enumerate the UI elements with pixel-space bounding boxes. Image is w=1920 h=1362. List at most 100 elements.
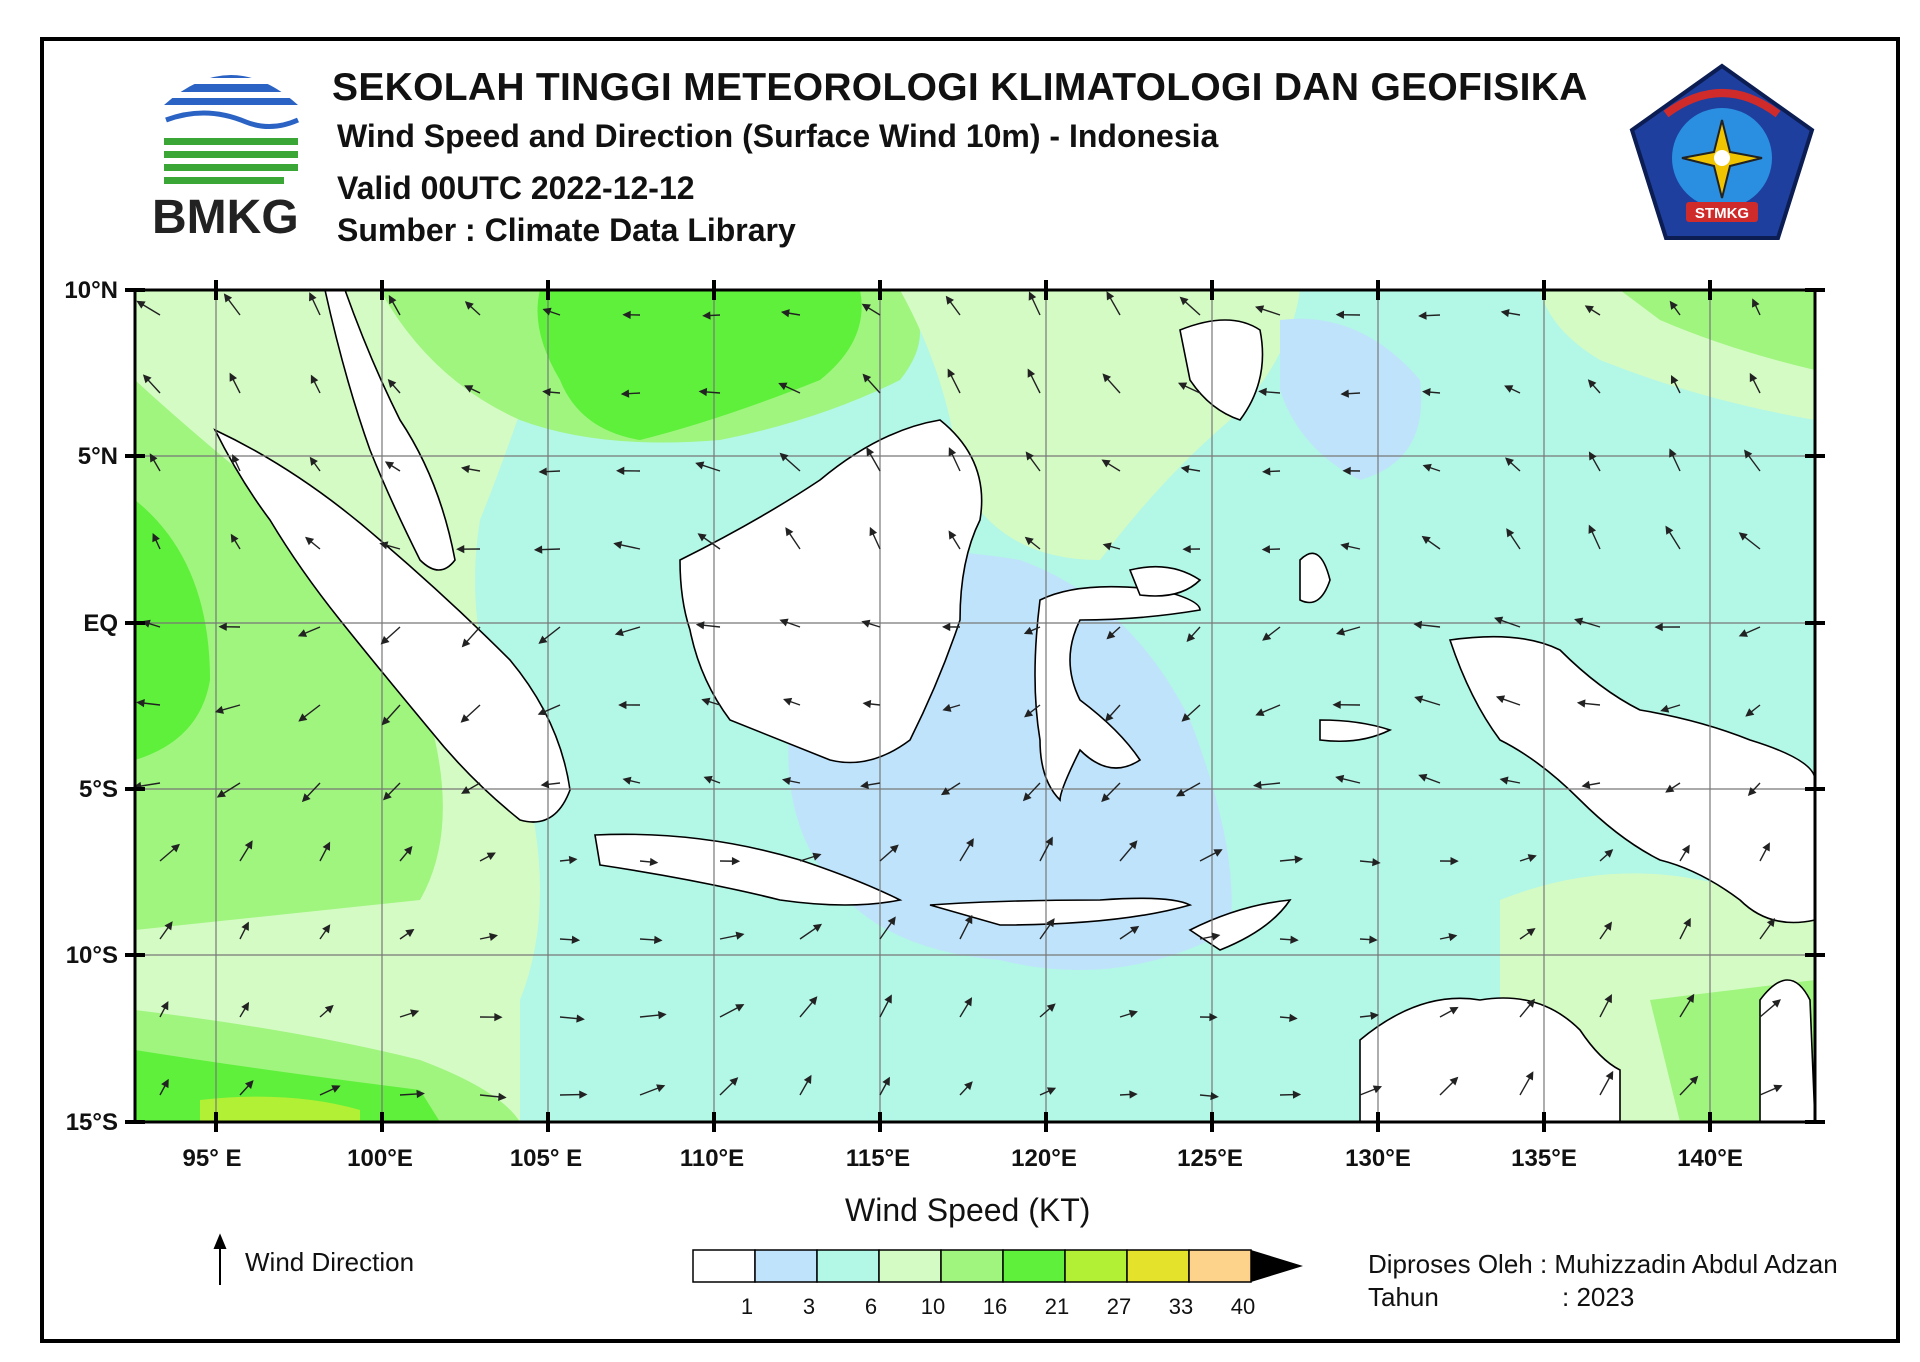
wind-arrow-head — [1587, 379, 1597, 389]
wind-arrow-head — [405, 928, 415, 938]
wind-arrow-head — [416, 1089, 425, 1099]
wind-arrow-head — [136, 300, 146, 309]
wind-arrow-head — [324, 1004, 334, 1014]
wind-arrow-head — [1505, 457, 1514, 467]
wind-arrow-head — [703, 775, 713, 784]
institution-title: SEKOLAH TINGGI METEOROLOGI KLIMATOLOGI D… — [332, 66, 1588, 109]
wind-arrow-head — [966, 838, 974, 848]
wind-arrow-head — [1418, 311, 1427, 320]
wind-arrow-head — [1604, 849, 1614, 858]
colorbar-tick-label: 21 — [1045, 1294, 1069, 1319]
wind-arrow-head — [1106, 630, 1116, 640]
wind-arrow-head — [1686, 993, 1695, 1003]
wind-arrow-head — [214, 705, 224, 714]
wind-arrow-head — [1413, 620, 1423, 630]
wind-arrow-head — [1179, 296, 1189, 306]
year-value: : 2023 — [1562, 1282, 1635, 1312]
wind-arrow-head — [538, 467, 547, 476]
wind-arrow-head — [1342, 466, 1351, 475]
wind-arrow-head — [241, 1001, 250, 1012]
wind-arrow-head — [964, 1081, 973, 1091]
map-subtitle: Wind Speed and Direction (Surface Wind 1… — [337, 118, 1219, 154]
wind-arrow-head — [383, 791, 392, 801]
wind-arrow-head — [1762, 842, 1770, 852]
year-label: Tahun — [1368, 1282, 1439, 1312]
wind-arrow-head — [388, 295, 397, 305]
wind-arrow-head — [229, 372, 238, 382]
map-border — [133, 288, 1817, 1124]
wind-arrow-head — [1102, 542, 1112, 551]
wind-arrow-head — [387, 379, 397, 388]
wind-arrow-head — [1418, 773, 1428, 782]
wind-arrow-head — [942, 703, 952, 712]
wind-arrow-head — [1130, 925, 1140, 934]
wind-arrow-head — [1180, 465, 1190, 474]
wind-arrow-head — [489, 932, 498, 942]
wind-arrow-head — [1654, 622, 1663, 632]
wind-arrow-head — [622, 776, 632, 785]
wind-arrow-head — [783, 697, 793, 706]
wind-arrow-head — [404, 845, 413, 855]
wind-arrow-head — [164, 921, 173, 931]
colorbar-tick-label: 27 — [1107, 1294, 1131, 1319]
wind-arrow-head — [230, 533, 239, 543]
wind-arrow-head — [1766, 917, 1776, 928]
wind-arrow-head — [1332, 700, 1341, 709]
wind-arrow-head — [658, 1010, 667, 1020]
wind-arrow-head — [1255, 305, 1265, 314]
wind-arrow-head — [1422, 388, 1431, 397]
wind-arrow-head — [779, 452, 789, 462]
wind-arrow-head — [161, 1078, 169, 1089]
wind-arrow-head — [1500, 309, 1510, 318]
wind-arrow-head — [1749, 372, 1758, 383]
stmkg-logo: STMKG — [1629, 63, 1815, 240]
wind-arrow-head — [1024, 709, 1034, 718]
wind-arrow-head — [298, 713, 308, 722]
valid-time: Valid 00UTC 2022-12-12 — [337, 170, 695, 206]
lon-label: 135°E — [1511, 1145, 1577, 1172]
wind-arrow-head — [1669, 448, 1677, 458]
landmasses — [213, 289, 1816, 1123]
colorbar-tick-label: 33 — [1169, 1294, 1193, 1319]
wind-arrow-head — [1340, 389, 1349, 398]
wind-arrow-head — [460, 465, 470, 474]
lon-label: 100°E — [347, 1145, 413, 1172]
wind-arrow-head — [244, 1080, 254, 1089]
wind-arrow-head — [1175, 788, 1186, 797]
wind-arrow-head — [464, 301, 474, 310]
wind-arrow-head — [301, 793, 311, 803]
wind-arrow-head — [460, 714, 470, 723]
wind-arrow-head — [861, 303, 871, 312]
lat-label: 10°S — [66, 942, 118, 969]
wind-arrow-head — [735, 1004, 745, 1012]
wind-arrow-head — [1771, 999, 1781, 1008]
wind-arrow-head — [1744, 449, 1753, 459]
wind-arrow-head — [297, 629, 308, 637]
wind-arrow-head — [486, 852, 496, 861]
wind-arrow-head — [1101, 459, 1111, 468]
wind-arrow-head — [1604, 994, 1612, 1004]
colorbar-overflow-arrow — [1251, 1250, 1303, 1282]
map-frame — [40, 37, 1900, 1343]
wind-arrow-head — [218, 622, 227, 631]
colorbar-swatch — [1188, 1249, 1252, 1283]
wind-arrow-head — [1045, 836, 1053, 846]
wind-arrow-head — [1046, 1003, 1056, 1012]
wind-arrow-head — [1605, 1070, 1614, 1081]
wind-arrow-head — [1527, 854, 1537, 862]
wind-arrow-head — [1683, 917, 1691, 928]
colorbar-tick-label: 1 — [741, 1294, 753, 1319]
wind-arrow-head — [1025, 451, 1034, 461]
wind-arrow-head — [654, 935, 663, 945]
wind-arrow-head — [940, 787, 951, 796]
colorbar-swatch — [1064, 1249, 1128, 1283]
wind-arrow-head — [948, 447, 957, 457]
wind-arrow-head — [866, 447, 875, 457]
wind-arrow-head — [1581, 780, 1591, 789]
colorbar-swatch — [692, 1249, 756, 1283]
wind-arrow-head — [808, 996, 818, 1006]
wind-arrow-head — [381, 716, 391, 726]
wind-direction-legend-arrow — [213, 1233, 227, 1285]
wind-arrow-head — [1495, 695, 1506, 704]
